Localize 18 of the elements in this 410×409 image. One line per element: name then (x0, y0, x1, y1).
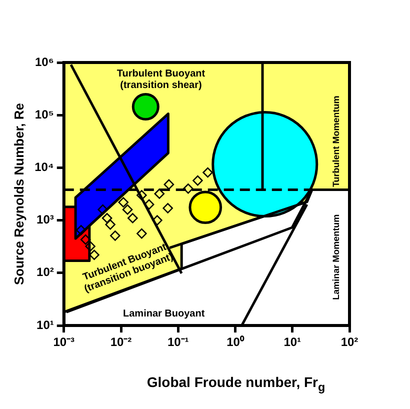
x-tick-label: 10⁰ (226, 335, 245, 350)
y-tick-label: 10¹ (36, 318, 54, 332)
x-axis-title: Global Froude number, Fr$_{g}$ (146, 374, 326, 394)
y-axis-title: Source Reynolds Number, Re (11, 102, 26, 286)
x-tick-label: 10⁻¹ (167, 335, 189, 350)
x-tick-label: 10⁻³ (53, 335, 75, 350)
annotation: Laminar Momentum (331, 214, 342, 300)
y-tick-label: 10⁶ (35, 54, 54, 69)
x-tick-label: 10⁻² (110, 335, 132, 350)
annotation: Turbulent Buoyant (transition shear) (116, 68, 206, 92)
y-tick-label: 10⁴ (34, 160, 54, 174)
y-tick-label: 10² (36, 265, 54, 280)
annotation: Laminar Buoyant (123, 308, 206, 320)
x-tick-label: 10¹ (284, 335, 302, 350)
x-tick-label: 10² (340, 335, 358, 350)
y-tick-label: 10⁵ (34, 107, 54, 122)
annotation: Turbulent Momentum (331, 96, 342, 188)
y-tick-label: 10³ (36, 212, 54, 227)
